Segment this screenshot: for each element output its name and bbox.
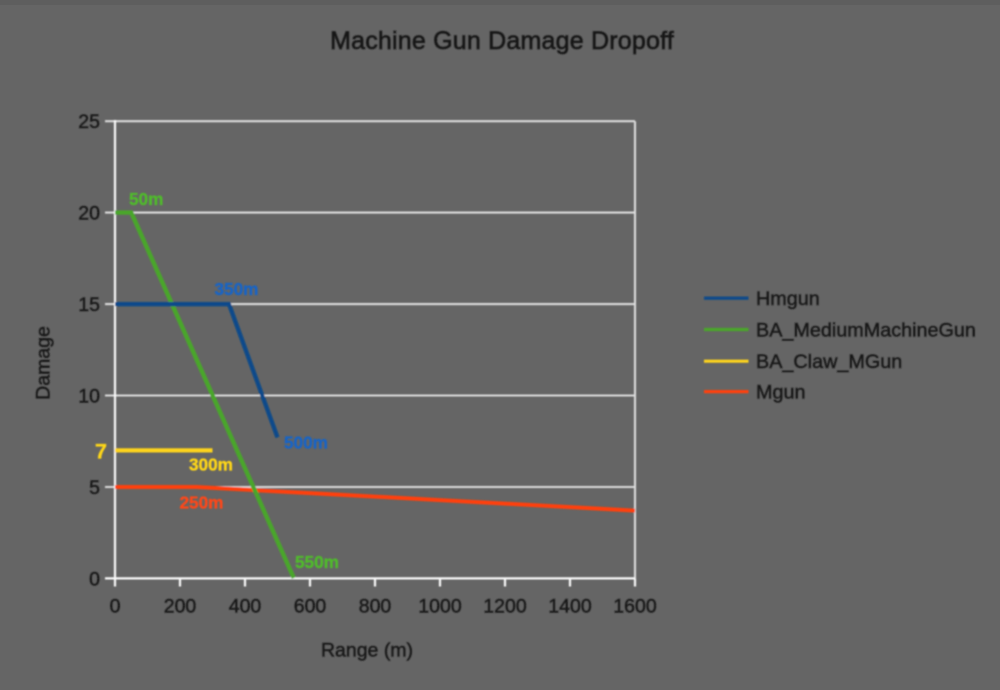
svg-text:350m: 350m bbox=[215, 279, 259, 299]
svg-text:Range (m): Range (m) bbox=[321, 640, 413, 662]
svg-text:550m: 550m bbox=[295, 552, 339, 572]
svg-text:BA_MediumMachineGun: BA_MediumMachineGun bbox=[756, 320, 976, 342]
svg-text:300m: 300m bbox=[189, 455, 233, 475]
svg-text:15: 15 bbox=[78, 294, 100, 316]
svg-text:BA_Claw_MGun: BA_Claw_MGun bbox=[756, 351, 902, 373]
svg-text:800: 800 bbox=[359, 596, 392, 618]
svg-text:1400: 1400 bbox=[548, 596, 592, 618]
svg-text:500m: 500m bbox=[284, 433, 328, 453]
svg-text:10: 10 bbox=[78, 386, 100, 408]
svg-text:400: 400 bbox=[229, 596, 262, 618]
svg-text:20: 20 bbox=[78, 203, 100, 225]
svg-text:50m: 50m bbox=[129, 189, 163, 209]
svg-text:Machine Gun Damage Dropoff: Machine Gun Damage Dropoff bbox=[330, 27, 674, 55]
svg-text:0: 0 bbox=[89, 568, 100, 590]
svg-text:5: 5 bbox=[89, 477, 100, 499]
svg-text:7: 7 bbox=[95, 440, 107, 464]
svg-text:600: 600 bbox=[294, 596, 327, 618]
svg-text:0: 0 bbox=[110, 596, 121, 618]
svg-text:Mgun: Mgun bbox=[756, 382, 805, 404]
svg-text:1000: 1000 bbox=[418, 596, 462, 618]
svg-text:1200: 1200 bbox=[483, 596, 527, 618]
svg-text:1600: 1600 bbox=[613, 596, 657, 618]
svg-text:Hmgun: Hmgun bbox=[756, 288, 820, 310]
svg-text:250m: 250m bbox=[180, 493, 224, 513]
svg-text:25: 25 bbox=[78, 111, 100, 133]
svg-text:Damage: Damage bbox=[33, 326, 55, 400]
svg-text:200: 200 bbox=[164, 596, 197, 618]
